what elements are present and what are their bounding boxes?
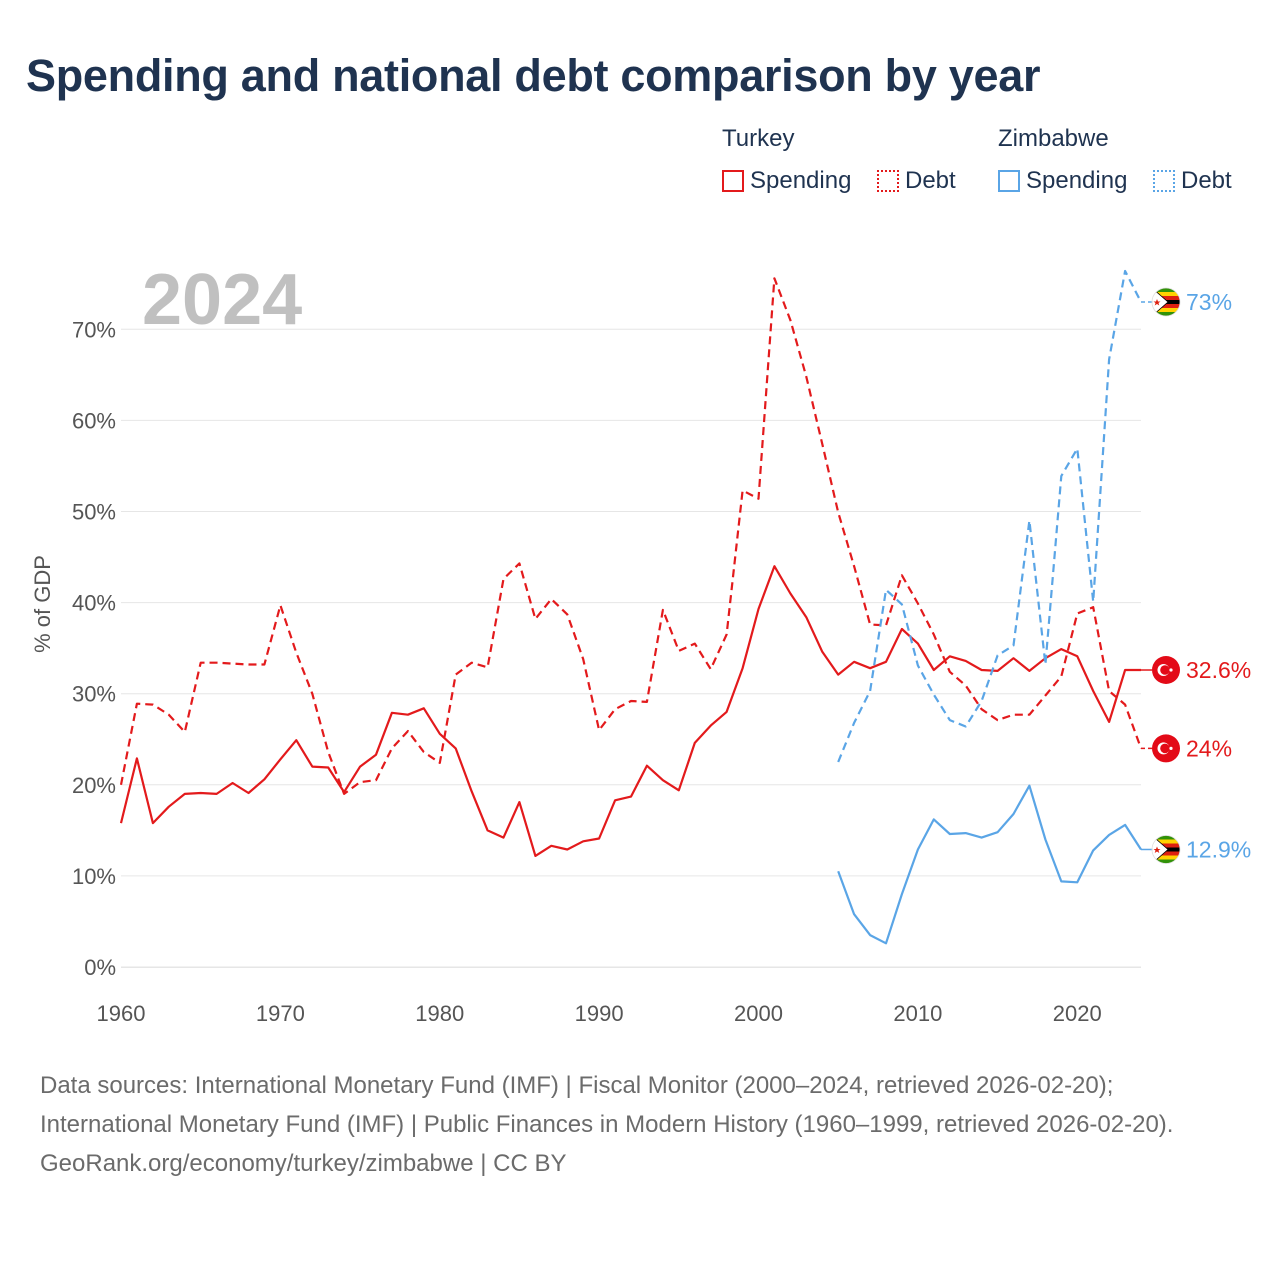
legend-label: Spending — [1026, 167, 1128, 194]
y-tick-label: 10% — [72, 864, 116, 889]
zimbabwe-flag-icon — [1151, 287, 1181, 317]
legend-item-zimbabwe-debt[interactable]: Debt — [1153, 167, 1232, 195]
x-tick-label: 2020 — [1053, 1001, 1102, 1026]
turkey-flag-icon — [1152, 734, 1180, 763]
legend-item-zimbabwe-spending[interactable]: Spending — [998, 167, 1127, 195]
x-tick-label: 1980 — [415, 1001, 464, 1026]
y-tick-label: 50% — [72, 500, 116, 525]
series-line-turkey-spending[interactable] — [119, 565, 1141, 857]
zimbabwe-flag-icon — [1151, 835, 1181, 864]
y-axis-label: % of GDP — [30, 555, 55, 653]
end-label-zimbabwe-debt: 73% — [1186, 289, 1232, 315]
series-line-turkey-debt[interactable] — [119, 277, 1143, 795]
legend-swatch-dotted-icon — [1153, 170, 1175, 192]
end-label-zimbabwe-spending: 12.9% — [1186, 837, 1251, 863]
end-label-turkey-spending: 32.6% — [1186, 657, 1251, 683]
x-tick-label: 2000 — [734, 1001, 783, 1026]
year-watermark: 2024 — [142, 260, 302, 340]
legend-swatch-dotted-icon — [877, 170, 899, 192]
footer: Data sources: International Monetary Fun… — [40, 1066, 1240, 1183]
x-tick-label: 1960 — [97, 1001, 146, 1026]
x-tick-label: 1970 — [256, 1001, 305, 1026]
y-tick-label: 40% — [72, 591, 116, 616]
x-tick-label: 1990 — [575, 1001, 624, 1026]
y-tick-label: 30% — [72, 682, 116, 707]
legend-item-turkey-spending[interactable]: Spending — [722, 167, 851, 195]
legend-group-name: Zimbabwe — [998, 125, 1109, 152]
legend-group-zimbabwe: Zimbabwe Spending Debt — [998, 125, 1268, 205]
y-tick-label: 0% — [84, 955, 116, 980]
legend-swatch-solid-icon — [998, 170, 1020, 192]
chart-title: Spending and national debt comparison by… — [26, 50, 1041, 101]
y-tick-label: 60% — [72, 408, 116, 433]
end-label-turkey-debt: 24% — [1186, 735, 1232, 761]
line-chart: 2024 0% 10% 20% 30% 40% 50% 60% 70% 1960 1970 1980… — [30, 260, 1251, 1026]
axes: 0% 10% 20% 30% 40% 50% 60% 70% 1960 1970 1980 1990 2… — [30, 317, 1141, 1026]
turkey-flag-icon — [1152, 656, 1180, 684]
legend-group-turkey: Turkey Spending Debt — [722, 125, 982, 205]
legend-label: Debt — [1181, 167, 1232, 194]
legend-label: Spending — [750, 167, 852, 194]
end-labels: 32.6% 24% 12.9% 73% — [1141, 287, 1251, 864]
legend-item-turkey-debt[interactable]: Debt — [877, 167, 956, 195]
legend-swatch-solid-icon — [722, 170, 744, 192]
y-tick-label: 70% — [72, 317, 116, 342]
series-line-zimbabwe-spending[interactable] — [837, 784, 1142, 945]
y-tick-label: 20% — [72, 773, 116, 798]
legend-group-name: Turkey — [722, 125, 795, 152]
series — [119, 269, 1143, 945]
gridlines — [121, 328, 1141, 968]
footer-sources: Data sources: International Monetary Fun… — [40, 1072, 1174, 1138]
legend-label: Debt — [905, 167, 956, 194]
series-line-zimbabwe-debt[interactable] — [837, 269, 1142, 763]
footer-credit[interactable]: GeoRank.org/economy/turkey/zimbabwe | CC… — [40, 1150, 567, 1177]
x-tick-label: 2010 — [893, 1001, 942, 1026]
